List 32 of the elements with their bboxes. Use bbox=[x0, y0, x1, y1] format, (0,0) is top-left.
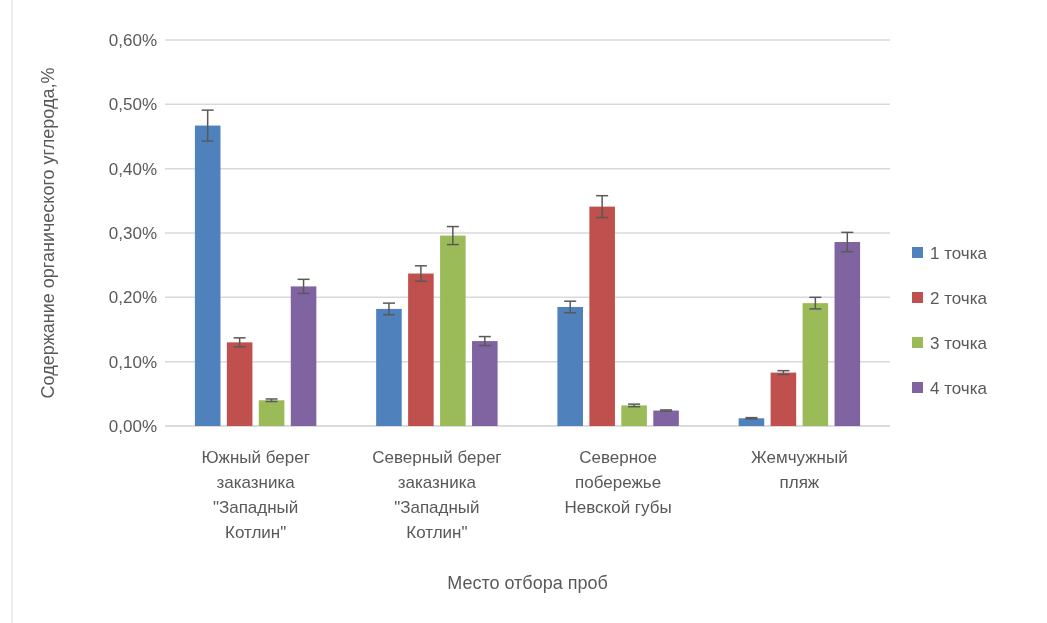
x-tick-label: Северный берег заказника "Западный Котлин" bbox=[372, 448, 502, 542]
bar bbox=[376, 308, 402, 426]
bar bbox=[472, 341, 498, 426]
legend-label: 1 точка bbox=[930, 243, 988, 263]
bar bbox=[194, 125, 221, 426]
bar bbox=[408, 273, 434, 426]
x-tick-label: Жемчужный пляж bbox=[751, 448, 848, 492]
bar bbox=[770, 372, 797, 426]
x-tick-label: Южный берег заказника "Западный Котлин" bbox=[201, 448, 310, 542]
y-tick-label: 0,50% bbox=[108, 95, 157, 115]
y-tick-label: 0,00% bbox=[108, 416, 157, 436]
x-tick-label: Северное побережье Невской губы bbox=[564, 448, 672, 517]
y-axis-title: Содержание органического углерода,% bbox=[38, 67, 58, 399]
bar bbox=[802, 303, 829, 426]
bar bbox=[834, 242, 861, 426]
bar bbox=[589, 206, 615, 426]
bar bbox=[621, 405, 647, 426]
legend-label: 2 точка bbox=[930, 288, 988, 308]
bar bbox=[440, 235, 466, 426]
bar bbox=[258, 400, 285, 426]
x-axis-title: Место отбора проб bbox=[447, 573, 608, 593]
legend-label: 3 точка bbox=[930, 333, 988, 353]
bar bbox=[653, 410, 679, 426]
y-tick-label: 0,40% bbox=[108, 159, 157, 179]
bar bbox=[290, 286, 317, 426]
legend-label: 4 точка bbox=[930, 378, 988, 398]
y-tick-label: 0,20% bbox=[108, 288, 157, 308]
bar bbox=[557, 306, 583, 426]
bar bbox=[226, 342, 253, 426]
y-tick-label: 0,30% bbox=[108, 223, 157, 243]
y-tick-label: 0,10% bbox=[108, 352, 157, 372]
y-tick-label: 0,60% bbox=[108, 30, 157, 50]
